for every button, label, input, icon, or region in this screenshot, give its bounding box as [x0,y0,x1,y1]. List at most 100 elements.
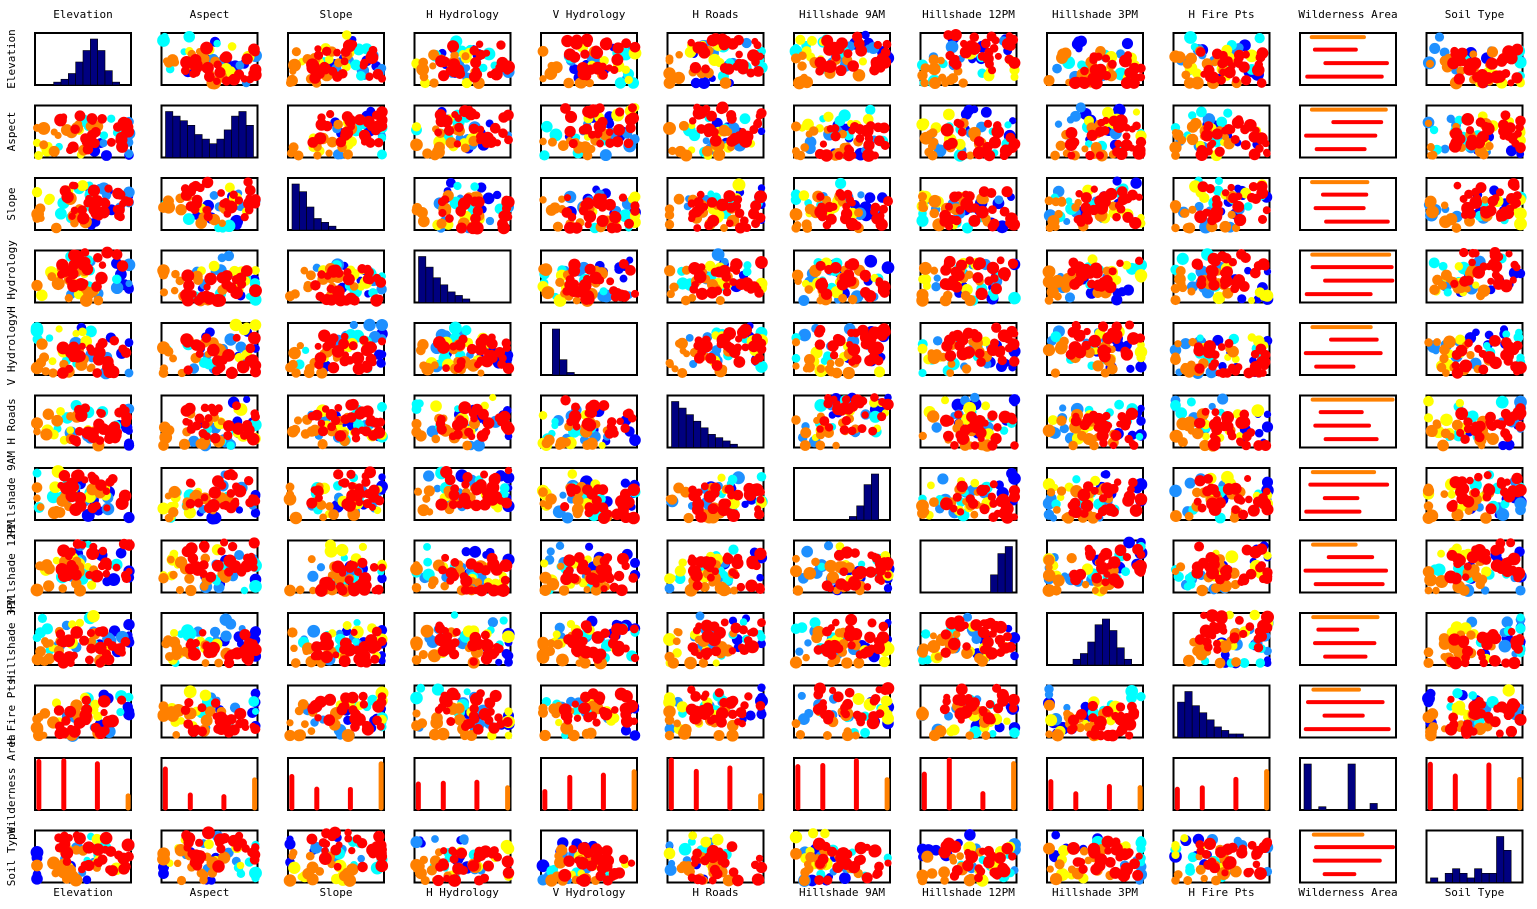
scatter-point [664,265,676,277]
scatter-point [821,34,834,47]
column-label-bottom: Soil Type [1445,886,1505,899]
scatter-point [443,125,455,136]
scatter-point [664,210,675,220]
scatter-point [1042,265,1056,279]
scatter-point [1472,266,1486,279]
scatter-point [114,210,124,221]
scatter-point [631,289,639,298]
scatter-point [1116,204,1126,214]
histogram-bar [75,61,84,86]
scatter-point [815,324,826,335]
scatter-point [1429,125,1439,135]
scatter-point [445,214,454,223]
scatter-point [1098,344,1109,355]
scatter-point [598,441,606,450]
scatter-point [1234,60,1243,69]
panel [411,177,515,235]
scatter-point [435,498,448,511]
scatter-point [70,435,81,446]
scatter-point [310,280,321,291]
scatter-point [214,404,223,413]
scatter-point [596,214,609,228]
scatter-point [341,30,352,40]
scatter-point [210,503,219,512]
scatter-point [232,333,241,342]
scatter-point [175,204,187,216]
scatter-point [1054,120,1063,128]
scatter-point [756,495,765,504]
scatter-point [725,202,737,213]
scatter-point [211,475,224,488]
scatter-point [1208,209,1220,222]
row-label: H Fire Pts [5,678,18,744]
scatter-point [213,77,221,85]
scatter-point [191,194,203,206]
scatter-point [288,58,302,72]
column-label-bottom: H Fire Pts [1188,886,1254,899]
panel [1299,394,1397,449]
scatter-point [438,208,447,218]
scatter-point [60,124,73,136]
scatter-point [842,366,855,380]
scatter-point [997,267,1011,281]
scatter-point [710,38,718,46]
panel [1043,176,1146,233]
scatter-point [1429,42,1441,54]
scatter-point [314,45,322,53]
scatter-point [597,484,609,495]
column-label-bottom: Aspect [190,886,230,899]
scatter-point [683,512,694,524]
scatter-point [874,356,884,366]
scatter-point [250,496,261,506]
scatter-point [873,122,883,133]
scatter-point [93,252,103,263]
scatter-point [698,77,711,89]
row-label: Hillshade 3PM [5,596,18,682]
scatter-point [318,62,331,75]
scatter-point [1218,367,1229,379]
scatter-point [1237,415,1251,429]
scatter-point [798,190,810,201]
scatter-point [1429,208,1438,217]
scatter-point [305,270,316,281]
scatter-point [618,193,628,202]
scatter-point [1124,320,1135,330]
scatter-point [454,122,464,133]
panel [410,104,514,161]
scatter-point [1008,56,1021,69]
scatter-point [958,78,968,88]
scatter-point [920,274,932,285]
scatter-point [999,150,1009,161]
scatter-point [317,113,326,122]
scatter-point [862,275,870,283]
panel [665,467,768,524]
scatter-point [189,69,198,78]
column-label-bottom: Slope [319,886,352,899]
scatter-point [378,473,386,481]
panel [157,318,262,380]
scatter-point [1453,181,1462,190]
scatter-point [622,425,630,433]
scatter-point [476,430,489,442]
scatter-point [461,77,472,89]
scatter-point [1464,338,1473,348]
scatter-point [625,265,636,276]
scatter-point [115,498,128,510]
scatter-point [665,54,674,63]
scatter-point [340,130,351,141]
scatter-point [696,41,708,54]
row-label: Soil Type [5,827,18,887]
scatter-point [1515,421,1526,432]
scatter-point [1261,421,1274,433]
scatter-point [374,137,384,148]
scatter-point [1241,440,1251,451]
scatter-point [937,473,949,485]
scatter-point [606,222,618,234]
scatter-point [361,361,373,373]
scatter-point [568,138,578,149]
scatter-point [1459,47,1468,57]
histogram-bar [112,81,120,86]
scatter-point [1007,142,1018,154]
scatter-point [1004,343,1014,353]
scatter-point [1102,106,1114,119]
